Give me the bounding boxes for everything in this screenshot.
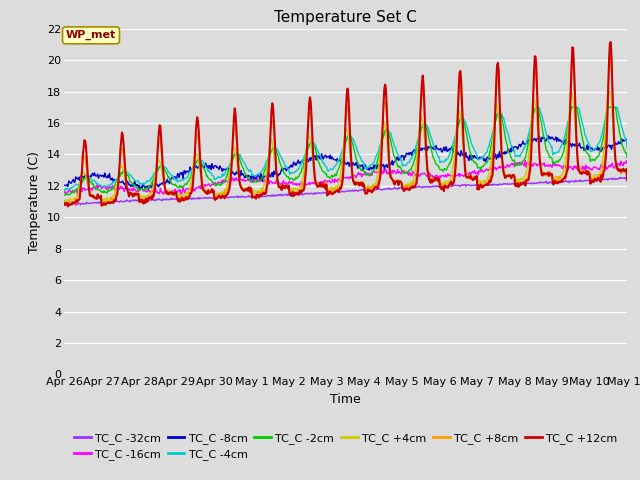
TC_C -8cm [60,182,68,188]
TC_C -32cm [216,194,224,200]
TC_C +4cm [415,131,422,137]
TC_C -8cm [70,180,78,185]
TC_C -2cm [623,156,631,161]
TC_C -16cm [60,190,68,196]
TC_C +4cm [623,173,631,179]
Line: TC_C -8cm: TC_C -8cm [64,136,627,189]
TC_C -32cm [71,201,79,207]
TC_C +8cm [60,201,68,206]
TC_C -4cm [415,133,422,139]
TC_C -16cm [415,172,422,178]
Line: TC_C -4cm: TC_C -4cm [64,108,627,191]
TC_C -4cm [60,187,68,192]
Text: WP_met: WP_met [66,30,116,40]
Line: TC_C -32cm: TC_C -32cm [64,178,627,205]
TC_C -4cm [623,145,631,151]
TC_C +12cm [71,200,79,205]
TC_C +4cm [431,176,439,181]
TC_C -16cm [623,160,631,166]
TC_C -16cm [128,186,136,192]
Y-axis label: Temperature (C): Temperature (C) [28,151,42,252]
Line: TC_C +8cm: TC_C +8cm [64,58,627,205]
TC_C +12cm [623,177,631,183]
Line: TC_C +12cm: TC_C +12cm [64,42,627,206]
TC_C -16cm [431,173,439,179]
TC_C -2cm [431,157,438,163]
TC_C -16cm [522,157,529,163]
TC_C -4cm [216,175,224,180]
TC_C -2cm [60,192,68,198]
TC_C -8cm [216,163,224,169]
TC_C +12cm [186,191,194,196]
Line: TC_C -2cm: TC_C -2cm [64,108,627,195]
TC_C -4cm [129,176,137,181]
TC_C +4cm [60,198,68,204]
TC_C +8cm [216,193,224,199]
TC_C +4cm [129,193,137,199]
TC_C -8cm [623,136,631,142]
TC_C -2cm [128,180,136,186]
TC_C -32cm [63,202,70,208]
TC_C -8cm [544,133,552,139]
TC_C -16cm [186,185,194,191]
TC_C +12cm [216,193,224,199]
TC_C -4cm [532,105,540,110]
TC_C -8cm [128,183,136,189]
TC_C +8cm [71,195,79,201]
TC_C -8cm [415,147,422,153]
TC_C -2cm [532,105,540,110]
TC_C +8cm [431,175,439,181]
TC_C -32cm [60,202,68,208]
TC_C -4cm [186,168,194,174]
TC_C +12cm [431,175,439,180]
TC_C -2cm [186,177,193,182]
TC_C +4cm [65,201,72,206]
TC_C -8cm [431,147,439,153]
TC_C +12cm [607,39,614,45]
TC_C +12cm [60,200,68,206]
Title: Temperature Set C: Temperature Set C [274,10,417,25]
TC_C -8cm [186,164,194,170]
TC_C -32cm [616,175,624,180]
TC_C -2cm [70,190,78,196]
TC_C -8cm [145,186,152,192]
TC_C -32cm [431,183,439,189]
TC_C +8cm [186,192,194,197]
TC_C -32cm [186,196,194,202]
X-axis label: Time: Time [330,393,361,406]
TC_C -2cm [414,141,422,147]
TC_C +12cm [415,154,422,159]
TC_C +12cm [64,204,72,209]
TC_C -2cm [215,181,223,187]
TC_C +4cm [568,89,575,95]
TC_C +8cm [129,194,137,200]
TC_C +4cm [186,183,194,189]
TC_C +4cm [71,195,79,201]
TC_C -16cm [70,189,78,194]
TC_C -4cm [61,188,68,193]
Line: TC_C -16cm: TC_C -16cm [64,160,627,194]
TC_C -4cm [431,147,439,153]
TC_C -32cm [623,176,631,181]
TC_C +12cm [129,193,137,199]
TC_C +8cm [415,140,422,146]
TC_C -4cm [71,183,79,189]
TC_C +8cm [606,55,614,60]
TC_C -16cm [177,192,184,197]
TC_C +8cm [63,202,71,208]
TC_C -32cm [129,197,137,203]
TC_C +8cm [623,173,631,179]
TC_C -32cm [415,183,422,189]
Legend: TC_C -32cm, TC_C -16cm, TC_C -8cm, TC_C -4cm, TC_C -2cm, TC_C +4cm, TC_C +8cm, T: TC_C -32cm, TC_C -16cm, TC_C -8cm, TC_C … [70,428,622,465]
TC_C +4cm [216,192,224,197]
Line: TC_C +4cm: TC_C +4cm [64,92,627,204]
TC_C -16cm [216,180,224,185]
